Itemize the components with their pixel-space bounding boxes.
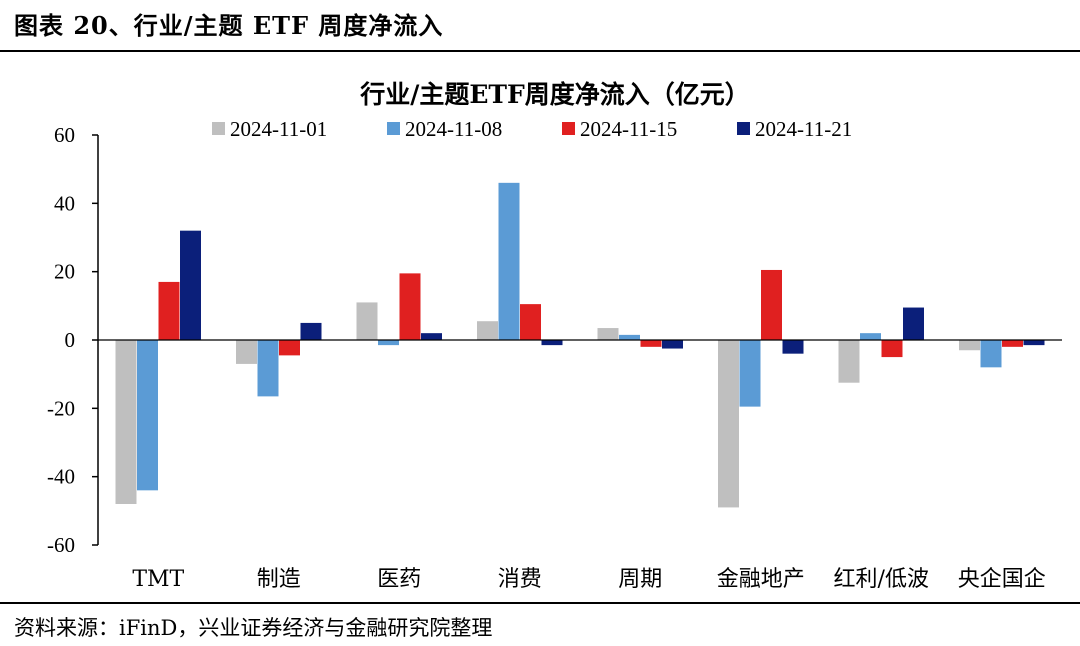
bar bbox=[959, 340, 980, 351]
legend: 2024-11-01 2024-11-08 2024-11-15 2024-11-21 bbox=[212, 117, 852, 141]
bar bbox=[137, 340, 158, 491]
bar bbox=[838, 340, 860, 383]
x-category-label: 央企国企 bbox=[958, 567, 1046, 592]
x-category-label: 红利/低波 bbox=[834, 567, 929, 592]
y-tick-label: 40 bbox=[54, 191, 75, 215]
legend-label: 2024-11-21 bbox=[755, 117, 852, 141]
y-tick-label: -60 bbox=[47, 533, 75, 557]
bar bbox=[257, 340, 279, 397]
x-category-label: 金融地产 bbox=[717, 567, 805, 592]
y-axis: 60 40 20 0 -20 -40 -60 bbox=[47, 123, 99, 557]
source-note: 资料来源：iFinD，兴业证券经济与金融研究院整理 bbox=[14, 616, 493, 640]
bar bbox=[903, 307, 924, 340]
bar bbox=[597, 328, 619, 340]
legend-label: 2024-11-15 bbox=[580, 117, 677, 141]
y-tick-label: 20 bbox=[54, 260, 75, 284]
legend-swatch bbox=[212, 122, 225, 135]
bar bbox=[115, 340, 137, 504]
x-category-label: 医药 bbox=[377, 567, 421, 592]
bar bbox=[718, 340, 739, 508]
y-tick-label: 0 bbox=[65, 328, 76, 352]
bar bbox=[356, 302, 378, 340]
bar bbox=[640, 340, 662, 347]
legend-swatch bbox=[737, 122, 750, 135]
legend-label: 2024-11-08 bbox=[405, 117, 502, 141]
bar bbox=[541, 340, 563, 346]
bar bbox=[860, 333, 881, 340]
bar bbox=[619, 334, 640, 340]
bar bbox=[300, 322, 322, 340]
figure-title: 图表 20、行业/主题 ETF 周度净流入 bbox=[14, 11, 444, 40]
bar bbox=[739, 340, 761, 407]
bar bbox=[279, 340, 300, 356]
bar bbox=[980, 340, 1002, 368]
bottom-rule bbox=[0, 602, 1080, 604]
x-category-label: 消费 bbox=[498, 567, 542, 592]
bar bbox=[881, 340, 903, 358]
bar bbox=[498, 182, 520, 340]
bar bbox=[520, 304, 541, 340]
legend-swatch bbox=[562, 122, 575, 135]
bar bbox=[399, 273, 421, 340]
legend-label: 2024-11-01 bbox=[230, 117, 327, 141]
y-tick-label: -40 bbox=[47, 465, 75, 489]
y-tick-label: 60 bbox=[54, 123, 75, 147]
bar bbox=[477, 321, 498, 340]
bar bbox=[180, 230, 201, 340]
top-rule bbox=[0, 50, 1080, 52]
bar bbox=[761, 269, 782, 340]
y-tick-label: -20 bbox=[47, 396, 75, 420]
x-axis: TMT 制造 医药 消费 周期 金融地产 红利/低波 央企国企 bbox=[98, 339, 1062, 592]
bar bbox=[236, 340, 257, 364]
bar-chart: 行业/主题ETF周度净流入（亿元） 2024-11-01 2024-11-08 20… bbox=[47, 80, 1062, 592]
bar bbox=[1002, 340, 1023, 347]
bar bbox=[158, 281, 180, 340]
chart-title: 行业/主题ETF周度净流入（亿元） bbox=[359, 80, 750, 109]
bar bbox=[378, 340, 399, 346]
x-category-label: TMT bbox=[132, 567, 184, 592]
x-category-label: 周期 bbox=[618, 567, 662, 592]
bar bbox=[1023, 340, 1045, 346]
bar bbox=[662, 340, 683, 349]
bar bbox=[782, 340, 804, 354]
x-category-label: 制造 bbox=[257, 567, 301, 592]
bars bbox=[115, 182, 1045, 508]
bar bbox=[421, 333, 442, 340]
legend-swatch bbox=[387, 122, 400, 135]
